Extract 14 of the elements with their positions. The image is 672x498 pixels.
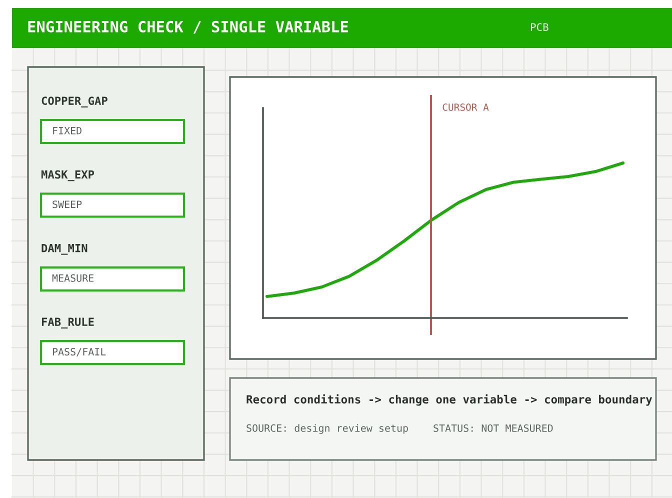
text: SWEEP [52, 200, 82, 208]
text: DAM_MIN [42, 244, 88, 255]
text: MASK_EXP [41, 170, 94, 182]
text: CURSOR A [442, 103, 489, 111]
chart-subtitle: PCB [531, 23, 548, 32]
text: MEASURE [52, 274, 94, 282]
text: FAB_RULE [42, 318, 94, 328]
source-note: SOURCE: design review setup [246, 424, 408, 434]
chart-title: ENGINEERING CHECK / SINGLE VARIABLE [28, 20, 348, 34]
text: FIXED [53, 126, 82, 134]
text: COPPER_GAP [42, 96, 108, 108]
text: Record conditions -> change one variable -> compare boundary [246, 394, 652, 406]
text: STATUS: NOT MEASURED [434, 424, 553, 432]
text: PASS/FAIL [52, 348, 106, 356]
